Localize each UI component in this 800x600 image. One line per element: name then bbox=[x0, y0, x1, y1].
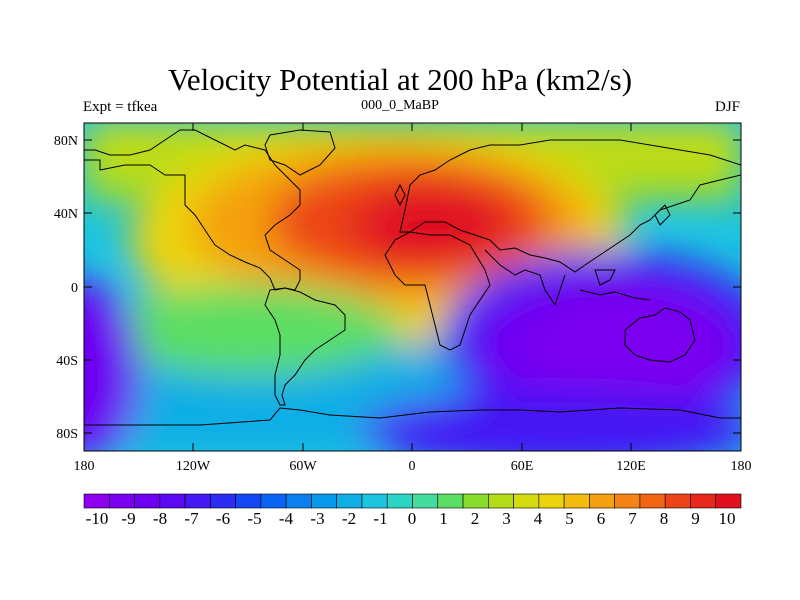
colorbar-label: 5 bbox=[565, 509, 574, 528]
colorbar-swatch bbox=[462, 493, 489, 509]
lon-label: 120E bbox=[616, 459, 646, 474]
colorbar-swatch bbox=[488, 493, 514, 509]
colorbar-swatch bbox=[563, 493, 590, 509]
contour-field bbox=[84, 123, 741, 451]
colorbar-swatch bbox=[235, 493, 262, 509]
colorbar-label: 6 bbox=[597, 509, 606, 528]
colorbar-swatch bbox=[311, 493, 337, 509]
colorbar-label: -8 bbox=[153, 509, 167, 528]
colorbar-swatch bbox=[412, 493, 439, 509]
colorbar-label: -4 bbox=[279, 509, 294, 528]
colorbar-swatch bbox=[184, 493, 211, 509]
colorbar-labels: -10 -9 -8 -7 -6 -5 -4 -3 -2 -1 0 1 2 3 4 5 6 7 8 9 10 bbox=[86, 509, 736, 528]
colorbar-label: 1 bbox=[439, 509, 448, 528]
colorbar-swatch bbox=[285, 493, 312, 509]
colorbar-label: 8 bbox=[660, 509, 669, 528]
lon-ticks bbox=[83, 123, 742, 451]
plot-title: Velocity Potential at 200 hPa (km2/s) bbox=[167, 62, 633, 97]
colorbar-label: -10 bbox=[86, 509, 109, 528]
colorbar-swatch bbox=[159, 493, 186, 509]
lat-label: 40N bbox=[54, 207, 78, 222]
experiment-label: Expt = tfkea bbox=[83, 99, 158, 115]
coastlines bbox=[84, 129, 741, 426]
colorbar-swatch bbox=[538, 493, 565, 509]
colorbar-swatch bbox=[715, 493, 742, 509]
colorbar-swatch bbox=[386, 493, 413, 509]
colorbar-label: 2 bbox=[471, 509, 480, 528]
colorbar-label: -3 bbox=[310, 509, 324, 528]
colorbar-swatch bbox=[83, 493, 110, 509]
lon-label: 180 bbox=[731, 459, 752, 474]
colorbar-label: -9 bbox=[121, 509, 135, 528]
colorbar-swatch bbox=[614, 493, 641, 509]
colorbar-label: 4 bbox=[534, 509, 543, 528]
lat-label: 80S bbox=[56, 427, 78, 442]
colorbar bbox=[83, 493, 742, 509]
colorbar-label: 9 bbox=[691, 509, 700, 528]
colorbar-swatch bbox=[134, 493, 161, 509]
colorbar-label: 10 bbox=[719, 509, 736, 528]
season-label: DJF bbox=[714, 99, 740, 115]
colorbar-swatch bbox=[336, 493, 363, 509]
lon-label: 0 bbox=[409, 459, 416, 474]
colorbar-label: -1 bbox=[373, 509, 387, 528]
lon-label: 180 bbox=[74, 459, 95, 474]
colorbar-swatch bbox=[437, 493, 464, 509]
colorbar-label: -6 bbox=[216, 509, 230, 528]
colorbar-label: 3 bbox=[502, 509, 511, 528]
colorbar-swatch bbox=[361, 493, 388, 509]
lat-label: 0 bbox=[71, 281, 78, 296]
colorbar-label: 0 bbox=[408, 509, 417, 528]
lon-label: 60E bbox=[511, 459, 534, 474]
lat-label: 80N bbox=[54, 134, 78, 149]
lat-label: 40S bbox=[56, 354, 78, 369]
colorbar-label: -5 bbox=[247, 509, 261, 528]
colorbar-swatch bbox=[589, 493, 615, 509]
colorbar-swatch bbox=[513, 493, 540, 509]
colorbar-label: -7 bbox=[184, 509, 199, 528]
lat-labels: 80N 40N 0 40S 80S bbox=[54, 134, 78, 442]
colorbar-swatch bbox=[664, 493, 691, 509]
colorbar-swatch bbox=[260, 493, 287, 509]
period-label: 000_0_MaBP bbox=[361, 98, 439, 113]
colorbar-swatch bbox=[690, 493, 717, 509]
colorbar-swatch bbox=[210, 493, 236, 509]
lat-ticks bbox=[84, 139, 741, 434]
lon-labels: 180 120W 60W 0 60E 120E 180 bbox=[74, 459, 752, 474]
colorbar-label: -2 bbox=[342, 509, 356, 528]
colorbar-swatch bbox=[108, 493, 135, 509]
colorbar-label: 7 bbox=[628, 509, 637, 528]
lon-label: 60W bbox=[289, 459, 317, 474]
lon-label: 120W bbox=[176, 459, 211, 474]
colorbar-swatch bbox=[639, 493, 666, 509]
